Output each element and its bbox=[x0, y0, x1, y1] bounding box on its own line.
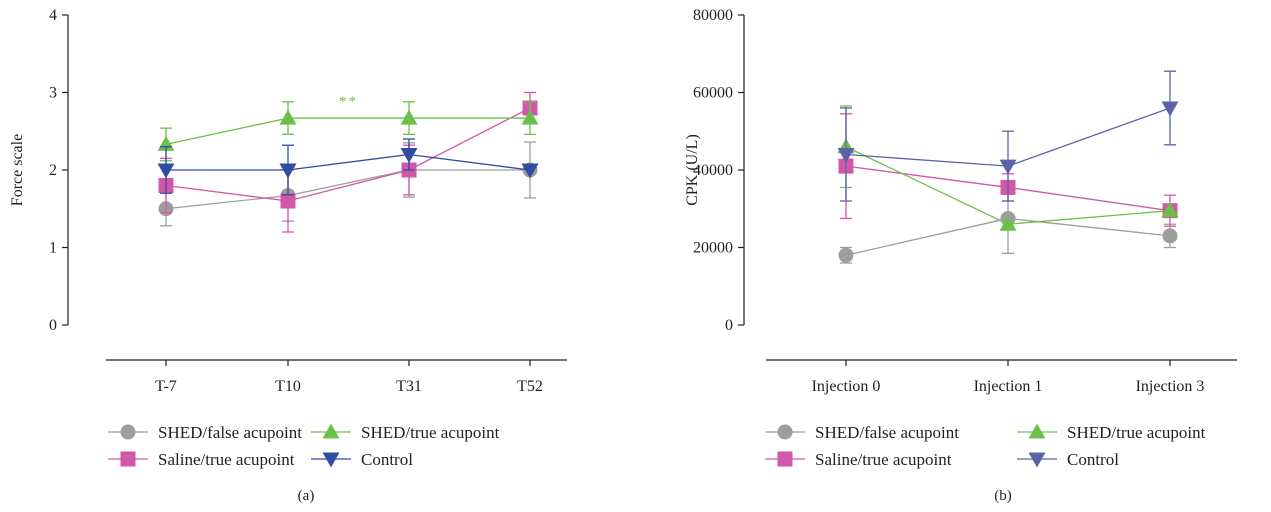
data-point bbox=[838, 247, 854, 263]
x-tick-label: T31 bbox=[396, 378, 422, 395]
series-control bbox=[837, 70, 1179, 202]
legend-marker bbox=[777, 451, 793, 467]
y-tick-label: 4 bbox=[49, 7, 57, 24]
x-tick-label: T52 bbox=[517, 378, 543, 395]
y-tick-label: 60000 bbox=[693, 85, 733, 102]
data-point bbox=[279, 163, 297, 179]
data-point bbox=[837, 148, 855, 163]
y-tick-label: 3 bbox=[49, 85, 57, 102]
data-point bbox=[400, 148, 418, 163]
data-point bbox=[400, 109, 418, 125]
x-tick-label: T-7 bbox=[155, 378, 177, 395]
legend-item: Control bbox=[311, 450, 413, 469]
y-tick-label: 2 bbox=[49, 162, 57, 179]
legend-label: SHED/true acupoint bbox=[1067, 423, 1206, 442]
legend-label: SHED/true acupoint bbox=[361, 423, 500, 442]
legend-item: SHED/true acupoint bbox=[311, 423, 500, 442]
data-point bbox=[279, 109, 297, 125]
data-point bbox=[999, 159, 1017, 175]
data-point bbox=[1162, 228, 1178, 244]
x-tick-label: Injection 0 bbox=[812, 378, 881, 395]
y-tick-label: 40000 bbox=[693, 162, 733, 179]
legend-item: SHED/true acupoint bbox=[1017, 423, 1206, 442]
panel-b: 0 20000 40000 60000 80000 CPK (U/L) Injection … bbox=[684, 7, 1237, 504]
legend-marker bbox=[1028, 423, 1046, 439]
legend-marker bbox=[1028, 452, 1046, 468]
data-point bbox=[521, 163, 539, 179]
data-point bbox=[1161, 202, 1179, 218]
legend-marker bbox=[120, 424, 136, 440]
series-line bbox=[165, 169, 530, 210]
data-point bbox=[1161, 101, 1179, 117]
y-tick-label: 80000 bbox=[693, 7, 733, 24]
legend-marker bbox=[322, 452, 340, 468]
data-point bbox=[157, 163, 175, 179]
legend-label: Control bbox=[1067, 450, 1119, 469]
series-control bbox=[157, 138, 539, 196]
series-saline-true-acupoint bbox=[158, 91, 538, 233]
panel-label: (b) bbox=[994, 488, 1012, 504]
legend-item: SHED/false acupoint bbox=[765, 423, 959, 442]
legend-label: SHED/false acupoint bbox=[815, 423, 959, 442]
data-point bbox=[280, 193, 296, 209]
legend-marker bbox=[777, 424, 793, 440]
y-tick-label: 0 bbox=[49, 317, 57, 334]
legend-marker bbox=[120, 451, 136, 467]
series-line bbox=[165, 117, 530, 146]
series-line bbox=[165, 107, 531, 202]
y-axis-title: Force scale bbox=[9, 134, 26, 206]
series-line bbox=[166, 153, 531, 171]
legend-marker bbox=[322, 423, 340, 439]
legend-item: SHED/false acupoint bbox=[108, 423, 302, 442]
y-tick-label: 0 bbox=[725, 317, 733, 334]
y-axis-title: CPK (U/L) bbox=[684, 134, 701, 206]
y-tick-label: 1 bbox=[49, 240, 57, 257]
legend-label: SHED/false acupoint bbox=[158, 423, 302, 442]
series-shed-true-acupoint bbox=[157, 101, 539, 162]
x-tick-label: Injection 3 bbox=[1136, 378, 1205, 395]
panel-a: 0 1 2 3 4 Force scale T-7 T10 T31 T52 ** SHED/false… bbox=[9, 7, 567, 504]
panel-label: (a) bbox=[298, 488, 315, 504]
x-tick-label: T10 bbox=[275, 378, 301, 395]
y-tick-label: 20000 bbox=[693, 240, 733, 257]
series-shed-false-acupoint bbox=[158, 141, 538, 227]
significance-label: ** bbox=[339, 94, 358, 110]
data-point bbox=[521, 109, 539, 125]
x-tick-label: Injection 1 bbox=[974, 378, 1043, 395]
data-point bbox=[999, 215, 1017, 231]
legend-label: Saline/true acupoint bbox=[158, 450, 295, 469]
legend-label: Control bbox=[361, 450, 413, 469]
legend-item: Saline/true acupoint bbox=[108, 450, 295, 469]
legend-item: Control bbox=[1017, 450, 1119, 469]
legend-item: Saline/true acupoint bbox=[765, 450, 952, 469]
legend-label: Saline/true acupoint bbox=[815, 450, 952, 469]
